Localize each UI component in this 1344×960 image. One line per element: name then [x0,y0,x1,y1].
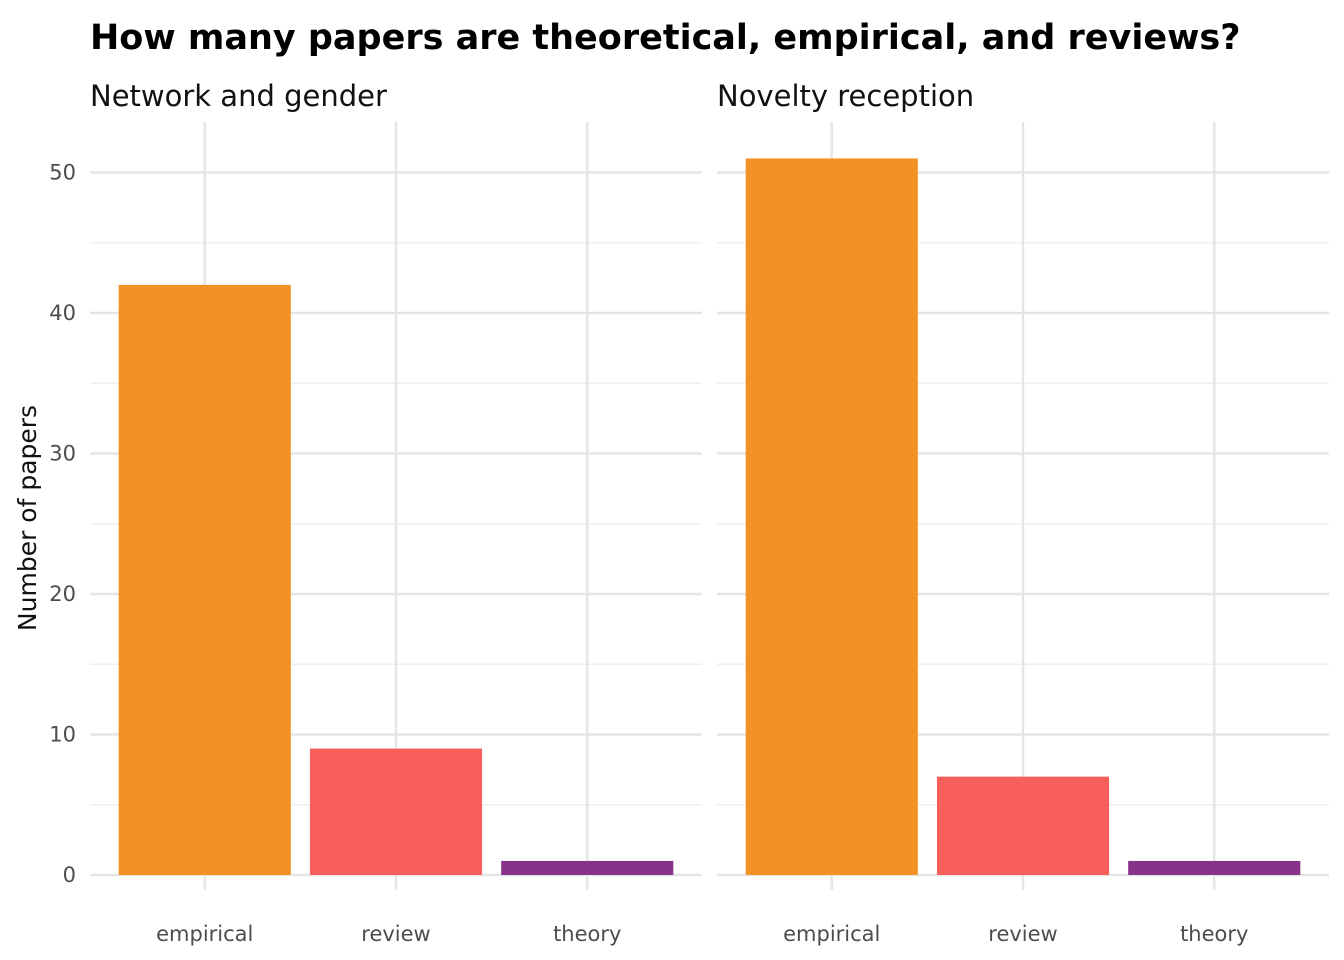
x-tick-label-theory: theory [1180,922,1248,946]
x-tick-label-empirical: empirical [783,922,880,946]
y-tick-label-50: 50 [49,161,76,185]
bar-novelty-reception-empirical [745,158,918,875]
y-tick-label-0: 0 [63,863,76,887]
bars-novelty-reception [745,158,1301,875]
x-tick-label-empirical: empirical [156,922,253,946]
facet-novelty-reception: Novelty reception empirical review theory [717,79,1329,946]
bar-network-and-gender-empirical [118,284,291,875]
x-tick-label-review: review [361,922,430,946]
facet-title-network-and-gender: Network and gender [90,79,387,113]
x-tick-label-theory: theory [553,922,621,946]
y-axis-ticks: 0 10 20 30 40 50 [49,161,76,888]
y-tick-label-40: 40 [49,301,76,325]
bar-network-and-gender-review [309,748,483,875]
bar-novelty-reception-review [936,776,1110,875]
chart-title: How many papers are theoretical, empiric… [90,18,1241,58]
bar-novelty-reception-theory [1128,860,1301,875]
facet-network-and-gender: Network and gender empirical review theory [90,79,702,946]
x-ticks-network-and-gender: empirical review theory [156,922,621,946]
y-axis-label: Number of papers [13,405,42,631]
x-tick-label-review: review [988,922,1057,946]
facet-title-novelty-reception: Novelty reception [717,79,974,113]
bar-network-and-gender-theory [501,860,674,875]
y-tick-label-20: 20 [49,582,76,606]
x-ticks-novelty-reception: empirical review theory [783,922,1248,946]
bars-network-and-gender [118,284,674,875]
y-tick-label-30: 30 [49,442,76,466]
y-tick-label-10: 10 [49,723,76,747]
